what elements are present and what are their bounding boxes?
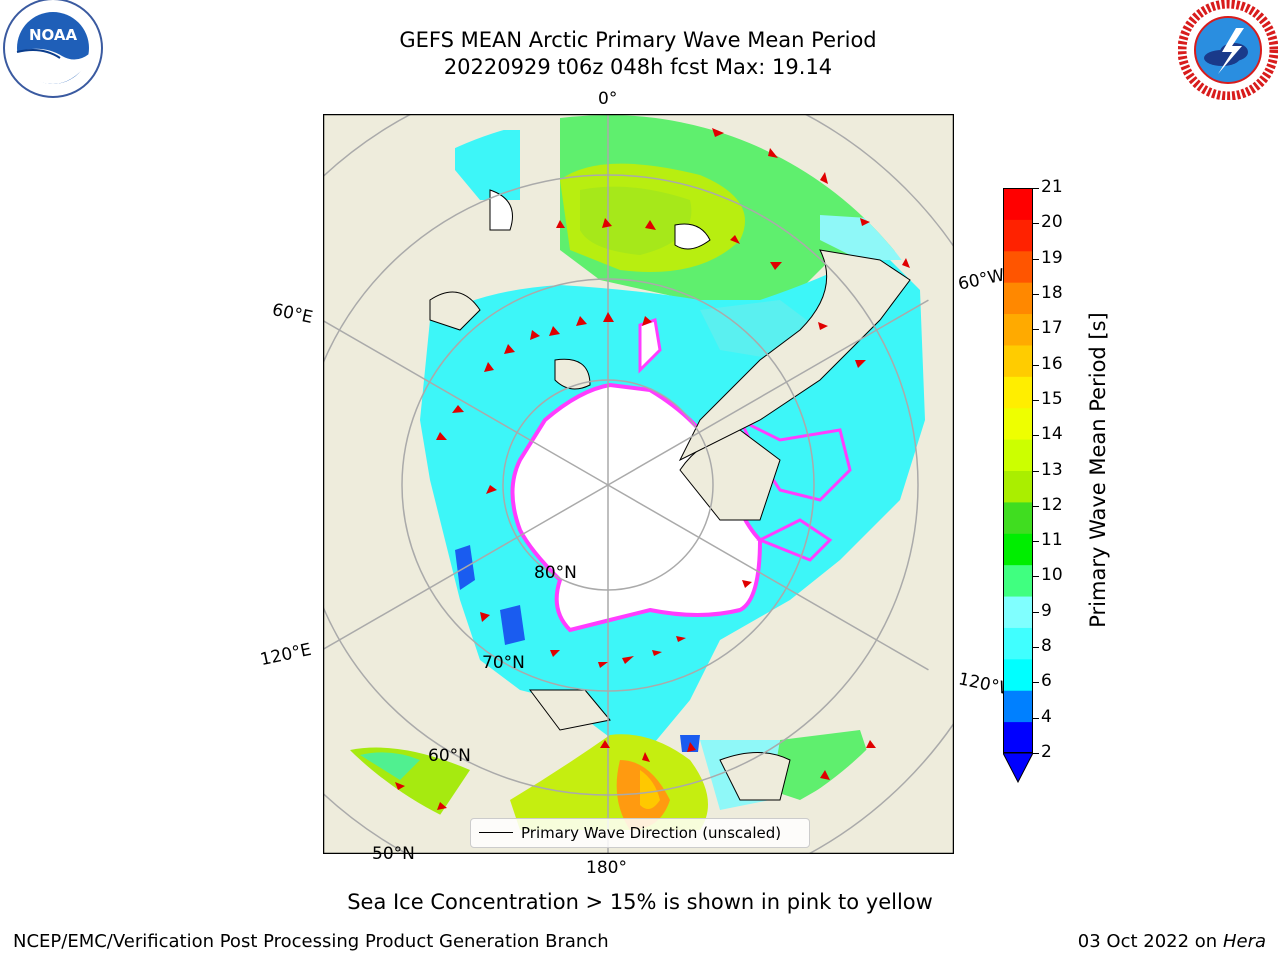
colorbar-tick-mark [1033,470,1039,472]
colorbar-tick-mark [1033,188,1039,189]
colorbar-tick-label: 9 [1041,600,1052,621]
colorbar-tick-mark [1033,682,1039,684]
colorbar-tick-label: 8 [1041,636,1052,657]
iceland [674,223,711,250]
colorbar-extend-arrow [1002,752,1034,784]
footer-machine: Hera [1222,931,1266,952]
colorbar-tick-label: 15 [1041,388,1063,409]
lat-label-80n: 80°N [534,563,577,583]
colorbar-tick-label: 12 [1041,494,1063,515]
colorbar [1002,188,1034,784]
lon-label-0: 0° [598,89,618,109]
footer-credit: NCEP/EMC/Verification Post Processing Pr… [13,931,609,952]
colorbar-cell [1003,721,1033,754]
colorbar-cell [1003,282,1033,315]
footer-date-text: 03 Oct 2022 on [1077,931,1223,952]
lat-label-50n: 50°N [372,844,415,864]
noaa-logo-text: NOAA [29,26,78,44]
lon-label-120e: 120°E [258,639,314,671]
colorbar-tick-label: 6 [1041,671,1052,692]
legend-line-sample [479,832,513,833]
colorbar-tick-label: 14 [1041,424,1063,445]
colorbar-cell [1003,250,1033,283]
colorbar-tick-mark [1033,541,1039,543]
colorbar-cell [1003,658,1033,691]
lat-label-60n: 60°N [428,746,471,766]
colorbar-tick-label: 20 [1041,212,1063,233]
colorbar-tick-mark [1033,647,1039,649]
colorbar-tick-label: 17 [1041,318,1063,339]
colorbar-tick-mark [1033,435,1039,437]
nws-logo [1177,0,1279,101]
sea-ice-note: Sea Ice Concentration > 15% is shown in … [347,890,933,914]
lon-label-180: 180° [586,858,627,878]
chart-subtitle: 20220929 t06z 048h fcst Max: 19.14 [443,55,833,79]
colorbar-tick-label: 18 [1041,282,1063,303]
colorbar-label: Primary Wave Mean Period [s] [1086,312,1110,628]
noaa-logo: NOAA [2,0,104,100]
lat-label-70n: 70°N [482,653,525,673]
colorbar-cell [1003,533,1033,566]
colorbar-cell [1003,501,1033,534]
greenland [678,249,911,462]
colorbar-tick-label: 11 [1041,530,1063,551]
lon-label-60w: 60°W [956,265,1007,295]
colorbar-cell [1003,219,1033,252]
colorbar-tick-mark [1033,364,1039,366]
colorbar-cell [1003,313,1033,346]
chart-title: GEFS MEAN Arctic Primary Wave Mean Perio… [399,28,877,52]
colorbar-tick-mark [1033,399,1039,401]
colorbar-tick-label: 16 [1041,353,1063,374]
colorbar-cell [1003,690,1033,723]
colorbar-tick-mark [1033,258,1039,260]
colorbar-cell [1003,407,1033,440]
colorbar-cell [1003,470,1033,503]
colorbar-tick-mark [1033,576,1039,578]
colorbar-cell [1003,596,1033,628]
colorbar-tick-mark [1033,717,1039,719]
arctic-map [322,113,955,855]
map-legend: Primary Wave Direction (unscaled) [470,818,810,848]
colorbar-cell [1003,188,1033,220]
colorbar-tick-label: 21 [1041,177,1063,197]
colorbar-cell [1003,627,1033,660]
colorbar-tick-mark [1033,611,1039,613]
colorbar-cell [1003,564,1033,597]
colorbar-tick-mark [1033,505,1039,507]
colorbar-tick-mark [1033,223,1039,225]
colorbar-cell [1003,344,1033,377]
colorbar-tick-mark [1033,329,1039,331]
colorbar-tick-mark [1033,293,1039,295]
colorbar-tick-label: 2 [1041,742,1052,762]
footer-date: 03 Oct 2022 on Hera [1078,931,1266,952]
colorbar-tick-mark [1033,753,1039,754]
colorbar-tick-label: 19 [1041,247,1063,268]
colorbar-cell [1003,376,1033,409]
wave-direction-arrows [395,128,910,810]
svalbard [554,358,591,390]
colorbar-tick-label: 13 [1041,459,1063,480]
colorbar-tick-label: 10 [1041,565,1063,586]
lon-label-60e: 60°E [270,299,315,329]
colorbar-cell [1003,439,1033,471]
legend-label: Primary Wave Direction (unscaled) [521,824,782,842]
colorbar-tick-label: 4 [1041,706,1052,727]
